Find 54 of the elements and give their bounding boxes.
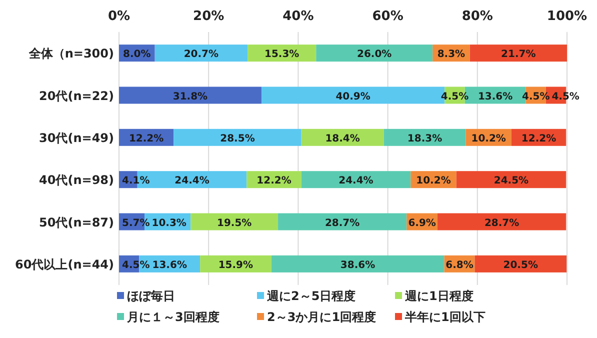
y-tick-label: 60代以上(n=44) — [15, 257, 114, 272]
data-label: 28.7% — [484, 218, 520, 229]
data-label: 5.7% — [122, 218, 150, 229]
bar — [470, 44, 567, 62]
data-label: 19.5% — [217, 218, 252, 229]
bar — [278, 213, 407, 230]
data-label: 8.0% — [123, 49, 151, 60]
bar — [190, 213, 278, 230]
data-label: 6.9% — [408, 218, 436, 229]
data-label: 4.5% — [122, 260, 150, 271]
data-label: 13.6% — [478, 91, 513, 102]
data-label: 31.8% — [172, 91, 208, 102]
legend-label: ほぼ毎日 — [127, 289, 175, 303]
bar — [271, 255, 444, 272]
data-label: 10.2% — [471, 133, 506, 144]
data-label: 4.1% — [122, 176, 150, 187]
data-label: 28.7% — [324, 218, 360, 229]
bar — [438, 213, 566, 230]
data-label: 13.6% — [152, 260, 187, 271]
data-label: 15.9% — [218, 260, 254, 271]
data-label: 10.3% — [152, 218, 186, 229]
data-label: 38.6% — [340, 260, 376, 271]
bar — [474, 255, 567, 272]
data-label: 12.2% — [521, 133, 556, 144]
data-label: 20.5% — [503, 260, 538, 271]
y-tick-label: 20代(n=22) — [39, 88, 114, 103]
data-label: 6.8% — [446, 260, 474, 271]
bar — [301, 171, 411, 188]
data-label: 15.3% — [264, 49, 300, 60]
data-label: 28.5% — [220, 133, 255, 144]
data-label: 40.9% — [336, 91, 370, 102]
y-tick-label: 50代(n=87) — [39, 215, 114, 230]
bar — [154, 44, 248, 62]
bar — [174, 128, 302, 146]
data-label: 18.3% — [407, 133, 442, 144]
bar — [301, 128, 384, 146]
y-tick-label: 30代(n=49) — [39, 130, 114, 145]
data-label: 24.5% — [494, 176, 529, 187]
data-label: 20.7% — [184, 49, 219, 60]
data-label: 8.3% — [437, 49, 466, 60]
data-label: 12.2% — [256, 176, 292, 187]
y-tick-label: 40代(n=98) — [39, 173, 114, 188]
y-tick-label: 全体（n=300) — [28, 46, 114, 61]
bar — [384, 128, 466, 146]
bar — [456, 171, 566, 188]
data-label: 24.4% — [338, 176, 374, 187]
data-label: 21.7% — [501, 49, 536, 60]
bar — [119, 86, 262, 104]
data-label: 10.2% — [416, 176, 451, 187]
bar — [316, 44, 433, 62]
data-label: 12.2% — [128, 133, 164, 144]
data-label: 26.0% — [357, 49, 392, 60]
data-label: 24.4% — [174, 176, 210, 187]
data-label: 18.4% — [325, 133, 360, 144]
